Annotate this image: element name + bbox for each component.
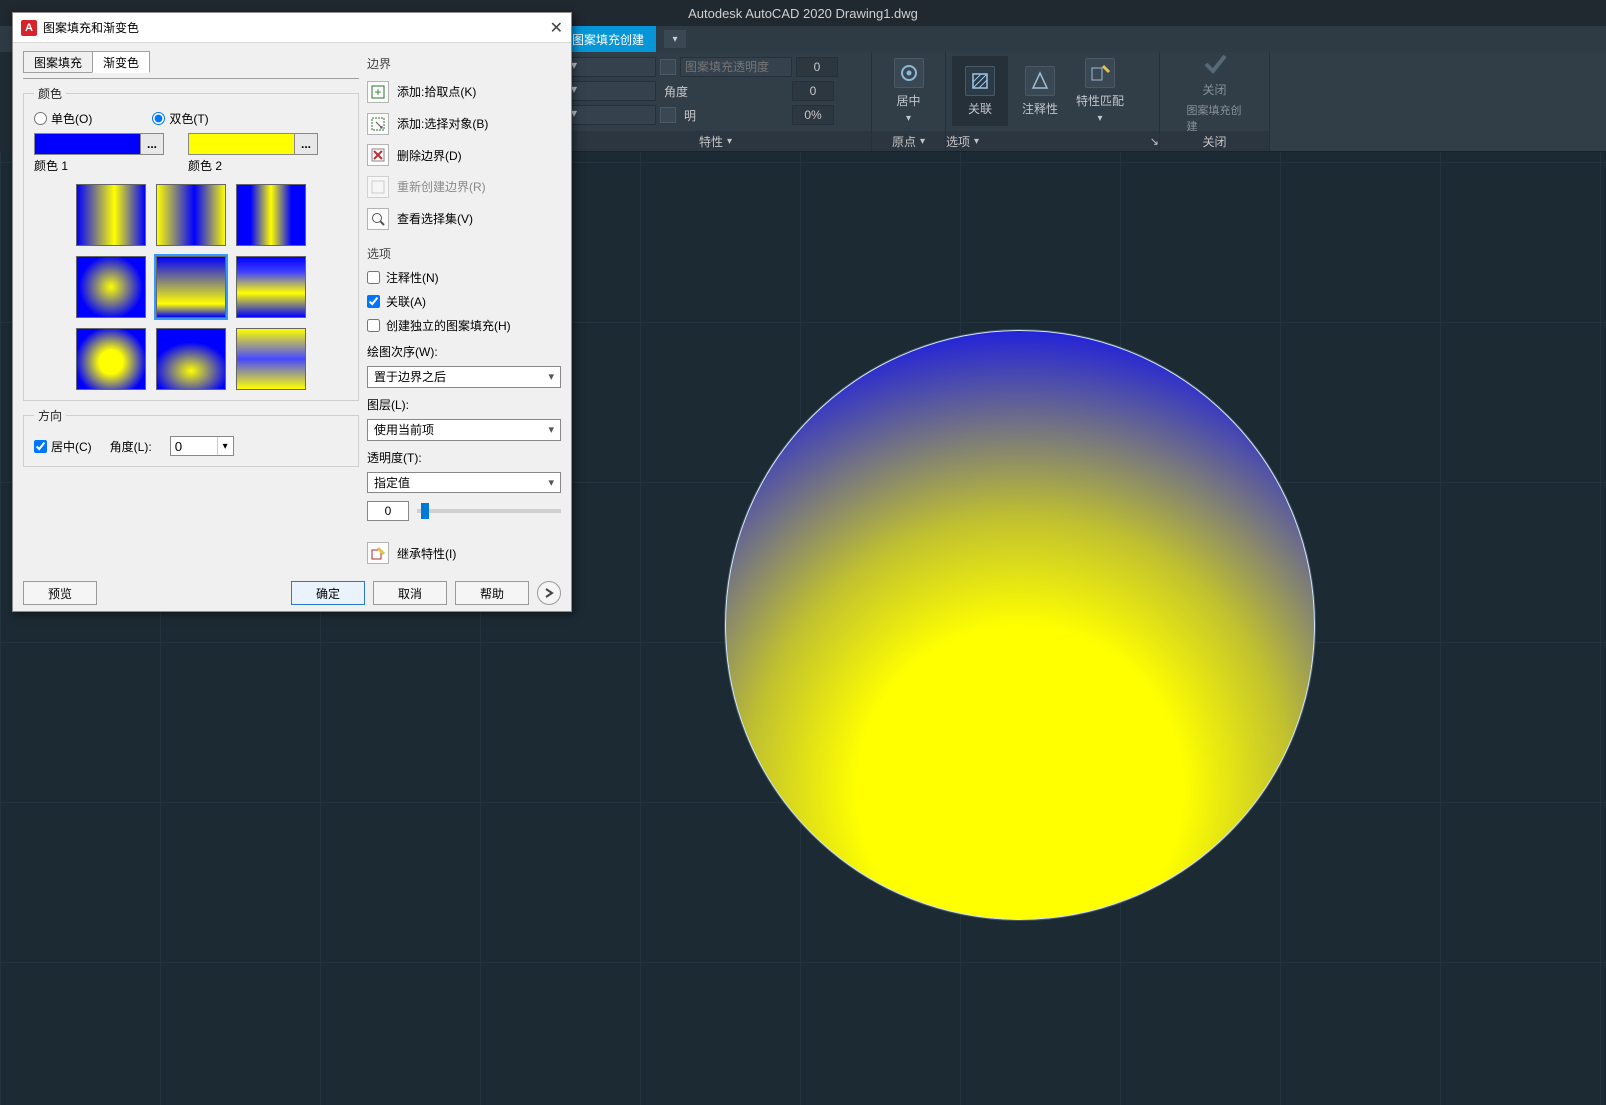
remove-boundary-button[interactable]: 删除边界(D) (367, 141, 561, 169)
brightness-value[interactable] (792, 105, 834, 125)
transparency-mode-select[interactable]: 指定值▾ (367, 472, 561, 494)
gradient-style-2[interactable] (236, 184, 306, 246)
associative-checkbox[interactable]: 关联(A) (367, 291, 561, 311)
transparency-field[interactable] (680, 57, 792, 77)
color1-label: 颜色 1 (34, 157, 164, 174)
dialog-title: 图案填充和渐变色 (43, 19, 139, 36)
recreate-boundary-button: 重新创建边界(R) (367, 173, 561, 201)
direction-group: 方向 居中(C) 角度(L): ▾ (23, 407, 359, 467)
transparency-label: 透明度(T): (367, 449, 561, 466)
gradient-style-1[interactable] (156, 184, 226, 246)
boundary-legend: 边界 (367, 55, 561, 72)
draw-order-select[interactable]: 置于边界之后▾ (367, 366, 561, 388)
angle-label: 角度(L): (110, 438, 152, 455)
gradient-style-4[interactable] (156, 256, 226, 318)
layer-label: 图层(L): (367, 396, 561, 413)
options-legend: 选项 (367, 245, 561, 262)
ribbon: ▾ ▾ 角度 ▾ 明 特性▾ (560, 52, 1606, 152)
two-color-radio[interactable]: 双色(T) (152, 110, 208, 127)
matchprops-button[interactable]: 特性匹配 ▾ (1072, 56, 1128, 126)
color1-swatch[interactable]: ... (34, 133, 164, 155)
colors-legend: 颜色 (34, 85, 66, 102)
angle-input[interactable] (171, 437, 217, 455)
ribbon-dd2[interactable]: ▾ (566, 81, 656, 101)
gradient-circle (725, 330, 1315, 920)
color2-label: 颜色 2 (188, 157, 318, 174)
autocad-icon: A (21, 20, 37, 36)
remove-icon (367, 144, 389, 166)
annotative-icon (1025, 66, 1055, 96)
chevron-down-icon[interactable]: ▾ (217, 437, 233, 455)
app-title: Autodesk AutoCAD 2020 Drawing1.dwg (688, 6, 918, 21)
expand-button[interactable] (537, 581, 561, 605)
gradient-style-6[interactable] (76, 328, 146, 390)
brightness-label: 明 (680, 107, 788, 124)
draw-order-label: 绘图次序(W): (367, 343, 561, 360)
add-pickpoint-button[interactable]: + 添加:拾取点(K) (367, 78, 561, 106)
sun-icon (660, 107, 676, 123)
recreate-icon (367, 176, 389, 198)
ribbon-tab-hatchcreate[interactable]: 图案填充创建 (560, 26, 656, 52)
colors-group: 颜色 单色(O) 双色(T) ... (23, 85, 359, 401)
matchprops-icon (1085, 58, 1115, 88)
ribbon-dd1[interactable]: ▾ (566, 57, 656, 77)
centered-checkbox[interactable]: 居中(C) (34, 438, 92, 455)
ribbon-tab-dropdown[interactable]: ▾ (664, 30, 686, 48)
tab-gradient[interactable]: 渐变色 (92, 51, 150, 73)
gradient-style-3[interactable] (76, 256, 146, 318)
add-select-button[interactable]: 添加:选择对象(B) (367, 110, 561, 138)
transparency-slider[interactable] (417, 509, 561, 513)
transparency-value[interactable]: 0 (367, 501, 409, 521)
select-icon (367, 113, 389, 135)
gradient-style-8[interactable] (236, 328, 306, 390)
preview-button[interactable]: 预览 (23, 581, 97, 605)
gradient-style-7[interactable] (156, 328, 226, 390)
annotative-button[interactable]: 注释性 (1012, 56, 1068, 126)
transparency-value[interactable] (796, 57, 838, 77)
tab-hatch[interactable]: 图案填充 (23, 51, 93, 73)
dialog-titlebar[interactable]: A 图案填充和渐变色 ✕ (13, 13, 571, 43)
hatch-gradient-dialog: A 图案填充和渐变色 ✕ 图案填充 渐变色 颜色 单色(O) (12, 12, 572, 612)
direction-legend: 方向 (34, 407, 66, 424)
close-icon[interactable]: ✕ (550, 18, 563, 38)
associative-button[interactable]: 关联 (952, 56, 1008, 126)
dialog-tabs: 图案填充 渐变色 (23, 51, 359, 73)
help-button[interactable]: 帮助 (455, 581, 529, 605)
annotative-checkbox[interactable]: 注释性(N) (367, 268, 561, 288)
color2-swatch[interactable]: ... (188, 133, 318, 155)
layer-select[interactable]: 使用当前项▾ (367, 419, 561, 441)
view-selection-button[interactable]: 查看选择集(V) (367, 205, 561, 233)
cancel-button[interactable]: 取消 (373, 581, 447, 605)
gradient-style-5[interactable] (236, 256, 306, 318)
panel-title-properties[interactable]: 特性▾ (560, 131, 871, 151)
associative-icon (965, 66, 995, 96)
target-icon (894, 58, 924, 88)
magnifier-icon (367, 208, 389, 230)
check-icon (1200, 49, 1230, 77)
origin-center-button[interactable]: 居中 ▾ (881, 56, 937, 126)
inherit-icon (367, 542, 389, 564)
ok-button[interactable]: 确定 (291, 581, 365, 605)
panel-title-options[interactable]: 选项▾ ↘ (946, 131, 1159, 151)
separate-checkbox[interactable]: 创建独立的图案填充(H) (367, 315, 561, 335)
color1-more-button[interactable]: ... (141, 134, 163, 154)
dialog-footer: 预览 确定 取消 帮助 (13, 575, 571, 611)
gradient-style-0[interactable] (76, 184, 146, 246)
svg-text:+: + (374, 85, 381, 99)
hatch-icon (660, 59, 676, 75)
pickpoint-icon: + (367, 81, 389, 103)
ribbon-dd3[interactable]: ▾ (566, 105, 656, 125)
close-hatch-button[interactable]: 关闭 图案填充创建 (1187, 56, 1243, 126)
panel-title-close: 关闭 (1160, 131, 1269, 151)
chevron-right-icon (543, 587, 555, 599)
color2-more-button[interactable]: ... (295, 134, 317, 154)
angle-label: 角度 (660, 83, 788, 100)
inherit-props-button[interactable]: 继承特性(I) (367, 539, 561, 567)
one-color-radio[interactable]: 单色(O) (34, 110, 92, 127)
gradient-pattern-grid (34, 184, 348, 390)
angle-value[interactable] (792, 81, 834, 101)
panel-title-origin[interactable]: 原点▾ (872, 131, 945, 151)
